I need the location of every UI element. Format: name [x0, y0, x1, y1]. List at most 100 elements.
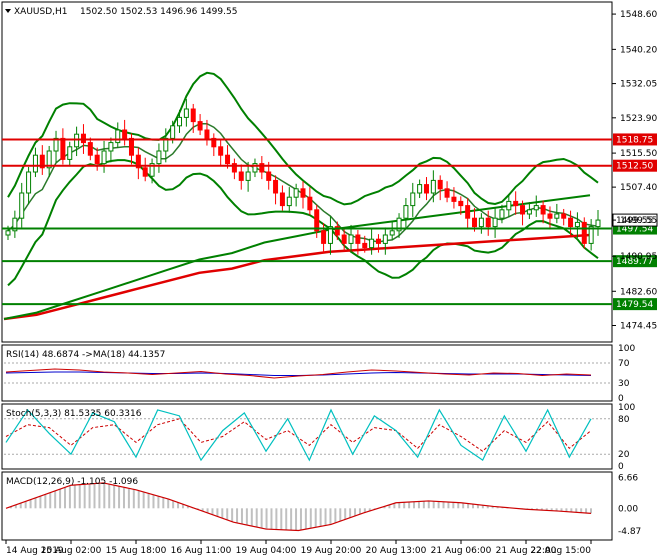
time-tick-label: 16 Aug 11:00: [171, 546, 232, 556]
candle-body: [122, 129, 128, 139]
stoch-tick-label: 80: [618, 415, 630, 425]
rsi-layer: 100 70 30 0: [4, 344, 635, 404]
candle-body: [245, 171, 251, 181]
candle-body: [170, 125, 176, 139]
candle-body: [266, 171, 272, 181]
candle-body: [177, 116, 183, 127]
candle-body: [533, 205, 539, 211]
time-tick-label: 19 Aug 04:00: [236, 546, 297, 556]
candle-body: [74, 133, 80, 148]
candle-body: [279, 192, 285, 207]
candle-body: [355, 234, 361, 244]
candle-body: [197, 121, 203, 131]
candle-body: [218, 146, 224, 156]
candle-body: [526, 209, 532, 215]
candle-body: [485, 217, 491, 228]
level-tag-label: 1518.75: [616, 135, 653, 145]
price-tick-label: 1490.95: [620, 252, 657, 262]
candle-body: [163, 137, 169, 152]
candle-body: [87, 142, 93, 156]
candle-body: [430, 179, 436, 194]
candle-body: [451, 196, 457, 202]
candle-body: [389, 230, 395, 236]
candle-body: [80, 133, 86, 144]
level-tag-label: 1489.77: [616, 257, 653, 267]
candle-body: [375, 238, 381, 244]
price-layer: [3, 71, 601, 321]
stoch-tick-label: 20: [618, 450, 630, 460]
price-tick-label: 1515.50: [620, 149, 657, 159]
level-tag-label: 1497.54: [616, 225, 653, 235]
macd-signal-line: [5, 482, 592, 532]
candle-body: [492, 217, 498, 228]
time-tick-label: 21 Aug 22:00: [496, 546, 557, 556]
candle-body: [472, 217, 478, 228]
macd-tick-label: 0.00: [618, 504, 638, 514]
price-tick-label: 1523.90: [620, 114, 657, 124]
candle-body: [382, 234, 388, 244]
candle-body: [259, 163, 265, 173]
symbol-label: XAUUSD,H1: [14, 7, 68, 17]
candle-body: [506, 200, 512, 211]
candle-body: [403, 205, 409, 219]
time-tick-label: 19 Aug 20:00: [301, 546, 362, 556]
candle-body: [417, 184, 423, 194]
candle-body: [369, 238, 375, 249]
price-tick-label: 1482.60: [620, 287, 657, 297]
candle-body: [396, 217, 402, 232]
stoch-title: Stoch(5,3,3) 81.5335 60.3316: [6, 409, 142, 419]
candle-body: [520, 205, 526, 215]
candle-body: [362, 242, 368, 249]
level-tag: [613, 298, 657, 311]
candle-body: [108, 142, 114, 152]
price-panel-frame: [1, 1, 613, 343]
candle-body: [156, 150, 162, 165]
candle-body: [307, 196, 313, 211]
candle-body: [225, 154, 231, 165]
macd-tick-label: 6.66: [618, 474, 638, 484]
candle-body: [12, 217, 18, 232]
rsi-title: RSI(14) 48.6874 ->MA(18) 44.1357: [6, 350, 165, 360]
rsi-tick-label: 100: [618, 344, 635, 354]
price-axis: 1548.60 1540.20 1532.05 1523.90 1515.50 1507.…: [612, 10, 657, 332]
candle-body: [321, 230, 327, 244]
macd-title: MACD(12,26,9) -1.105 -1.096: [6, 477, 138, 487]
candle-body: [60, 137, 66, 160]
candle-body: [410, 192, 416, 207]
stoch-tick-label: 100: [618, 403, 635, 413]
time-tick-label: 15 Aug 02:00: [41, 546, 102, 556]
time-tick-label: 22 Aug 15:00: [530, 546, 591, 556]
candle-body: [67, 146, 73, 160]
candle-body: [581, 221, 587, 244]
candle-body: [286, 196, 292, 207]
price-tick-label: 1499.55: [620, 216, 657, 226]
rsi-tick-label: 70: [618, 359, 630, 369]
rsi-tick-label: 0: [618, 394, 624, 404]
candle-body: [135, 154, 141, 169]
rsi-line: [5, 368, 592, 379]
candle-body: [142, 167, 148, 177]
time-tick-label: 14 Aug 2019: [6, 546, 64, 556]
candle-body: [252, 163, 258, 173]
triangle-down-icon[interactable]: [5, 9, 11, 13]
candle-body: [574, 221, 580, 228]
macd-tick-label: -4.87: [618, 527, 641, 537]
ohlc-readout: 1502.50 1502.53 1496.96 1499.55: [80, 7, 237, 17]
candle-body: [341, 234, 347, 244]
level-tag: [613, 133, 657, 146]
candle-body: [478, 217, 484, 228]
stoch-signal-line: [5, 418, 592, 452]
time-tick-label: 20 Aug 13:00: [366, 546, 427, 556]
stoch-layer: 100 80 20 0: [4, 403, 635, 472]
candle-body: [561, 213, 567, 219]
candle-body: [588, 226, 594, 244]
candle-body: [314, 209, 320, 232]
candle-body: [458, 200, 464, 207]
candle-body: [149, 163, 155, 177]
candle-body: [26, 171, 32, 194]
candle-body: [568, 217, 574, 228]
levels-layer: 1518.75 1512.50 1497.54 1489.77 1479.54 1499.…: [2, 133, 658, 311]
candle-body: [444, 188, 450, 198]
